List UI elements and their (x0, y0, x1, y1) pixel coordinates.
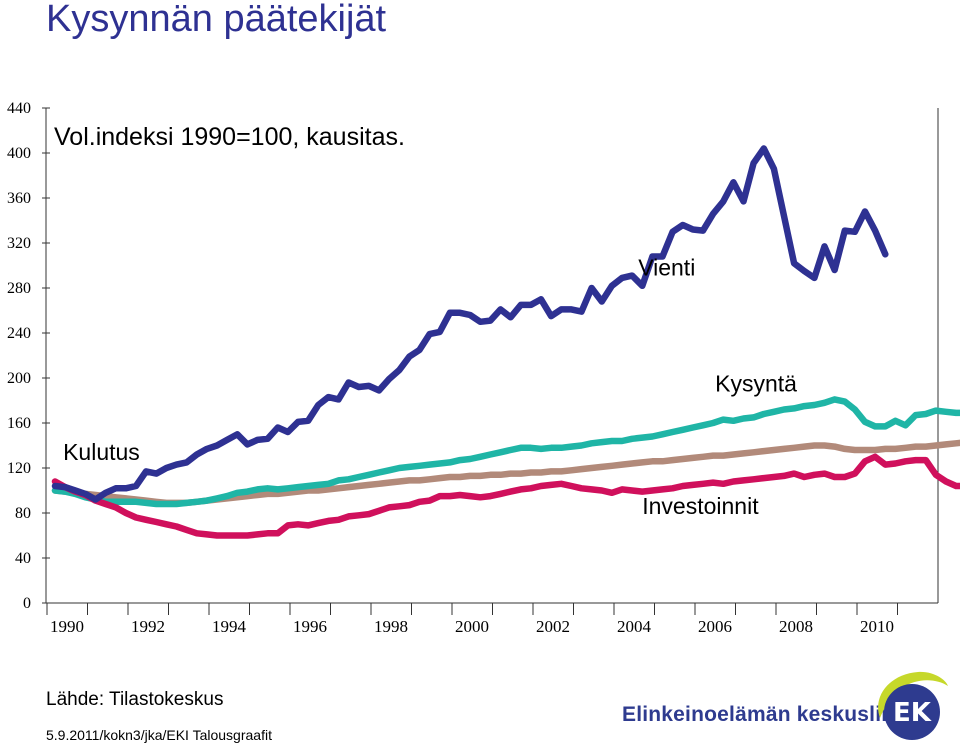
y-tick-label: 160 (7, 415, 31, 432)
ek-logo-icon: EK (878, 671, 948, 740)
x-tick-label: 1990 (50, 617, 84, 636)
series-line-vienti (51, 145, 889, 503)
x-tick-label: 2006 (698, 617, 732, 636)
chart-title: Kysynnän päätekijät (46, 0, 387, 40)
y-tick-label: 0 (23, 595, 31, 612)
series-label-kysynta: Kysyntä (715, 371, 797, 397)
date-stamp: 5.9.2011/kokn3/jka/EKI Talousgraafit (46, 727, 272, 743)
x-tick-label: 2002 (536, 617, 570, 636)
x-tick-label: 2000 (455, 617, 489, 636)
x-tick-label: 2004 (617, 617, 652, 636)
series-label-kulutus: Kulutus (63, 439, 140, 465)
x-tick-label: 1994 (212, 617, 247, 636)
series-line-kysynta (51, 396, 960, 508)
logo-text: EK (893, 698, 932, 728)
y-tick-label: 80 (15, 505, 31, 522)
source-note: Lähde: Tilastokeskus (46, 689, 224, 710)
series-line-investoinnit (51, 453, 960, 539)
x-tick-label: 1996 (293, 617, 327, 636)
x-tick-label: 1992 (131, 617, 165, 636)
chart-subtitle: Vol.indeksi 1990=100, kausitas. (54, 123, 405, 151)
series-label-investoinnit: Investoinnit (642, 493, 759, 519)
x-tick-label: 2010 (860, 617, 894, 636)
y-tick-label: 320 (7, 235, 31, 252)
y-tick-label: 400 (7, 145, 31, 162)
x-tick-label: 2008 (779, 617, 813, 636)
chart-series (51, 145, 960, 539)
x-tick-label: 1998 (374, 617, 408, 636)
y-tick-label: 440 (7, 100, 31, 117)
y-tick-label: 200 (7, 370, 31, 387)
y-tick-label: 360 (7, 190, 31, 207)
y-tick-label: 240 (7, 325, 31, 342)
y-tick-label: 40 (15, 550, 31, 567)
chart-axes: 0 40 80 120 160 200 240 280 320 360 400 440 1990 1992… (7, 100, 939, 636)
series-labels: Vienti Kysyntä Kulutus Investoinnit (63, 255, 797, 520)
y-tick-label: 120 (7, 460, 31, 477)
y-tick-label: 280 (7, 280, 31, 297)
organization-name: Elinkeinoelämän keskusliitto (622, 703, 915, 726)
series-label-vienti: Vienti (638, 255, 695, 281)
